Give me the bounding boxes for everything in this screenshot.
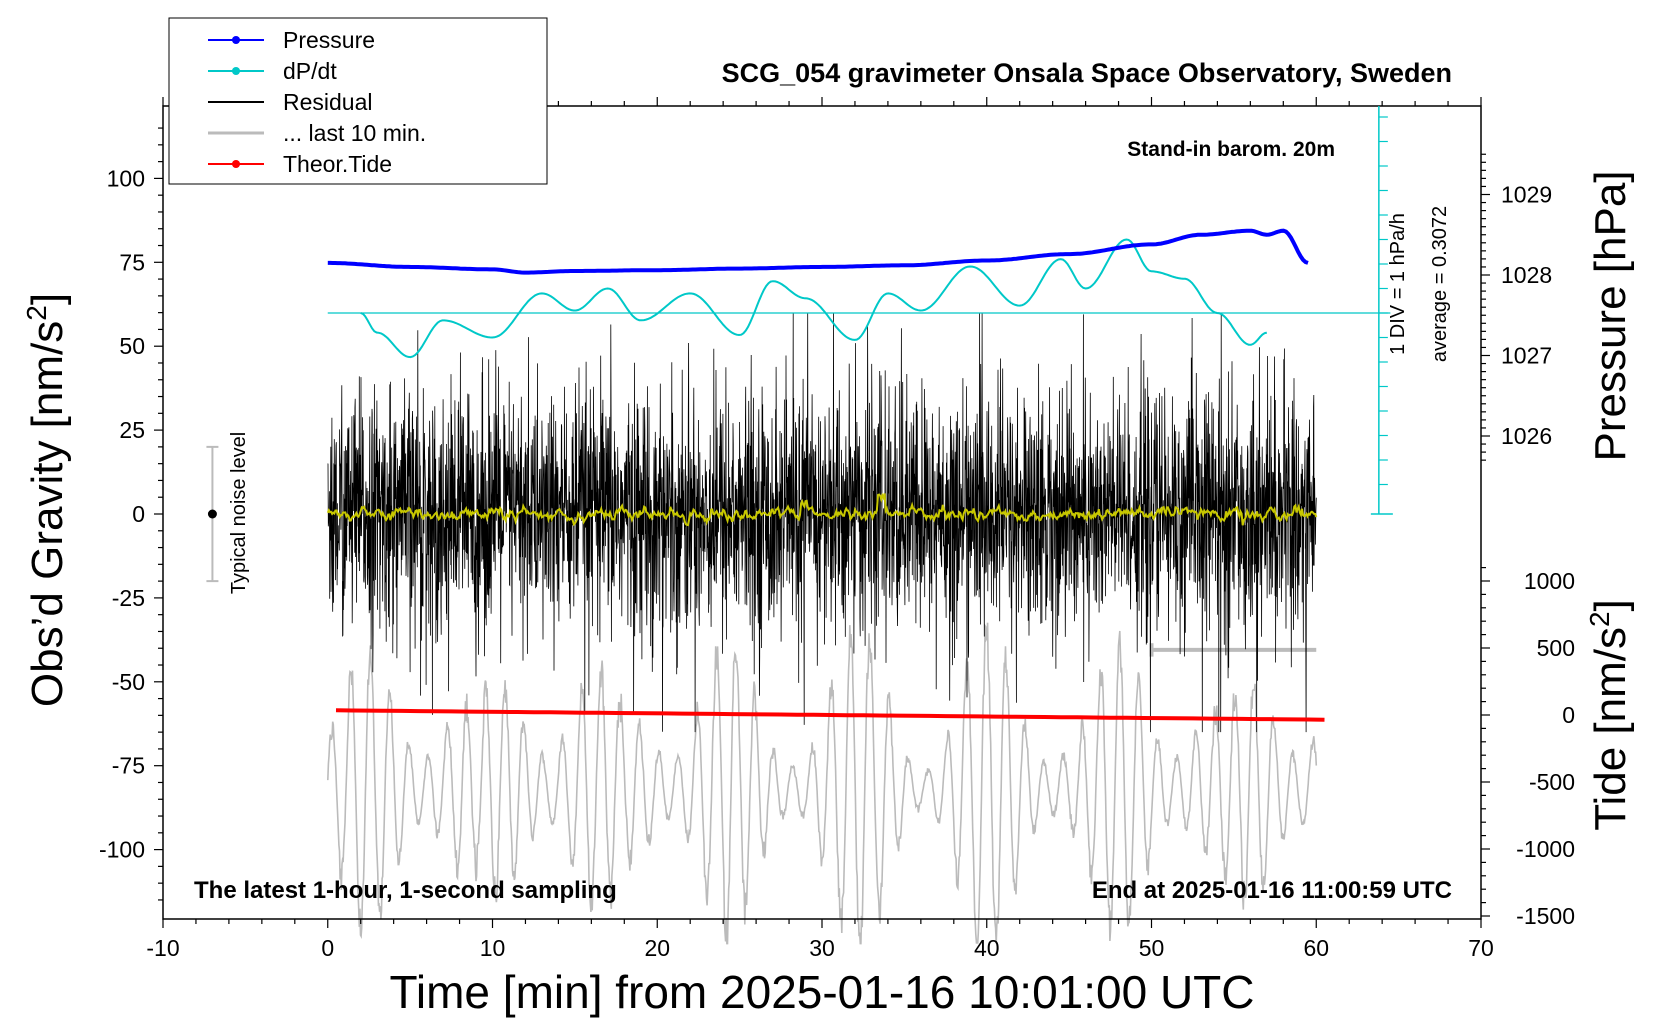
legend-label: Residual: [283, 89, 373, 115]
gravity-tick-label: -100: [99, 837, 145, 863]
pressure-tick-label: 1029: [1501, 182, 1552, 208]
smoothed-residual-line: [326, 492, 1318, 527]
pressure-axis-label: Pressure [hPa]: [1586, 170, 1635, 461]
pressure-line: [327, 228, 1309, 275]
legend-label: Theor.Tide: [283, 151, 392, 177]
gravity-tick-label: -50: [112, 669, 145, 695]
legend-label: Pressure: [283, 27, 375, 53]
pressure-tick-label: 1027: [1501, 343, 1552, 369]
gravity-axis-label: Obs’d Gravity [nm/s2]: [21, 293, 72, 707]
gravity-tick-label: 100: [107, 165, 145, 191]
subtitle-left: The latest 1-hour, 1-second sampling: [194, 877, 617, 904]
baro-note: Stand-in barom. 20m: [1127, 138, 1335, 161]
dpdt-line: [360, 238, 1268, 359]
tide-axis-label: Tide [nm/s2]: [1584, 599, 1635, 831]
dpdt-series: [327, 238, 1391, 359]
tide-tick-label: -500: [1529, 769, 1575, 795]
dpdt-scale-bar: [1370, 106, 1393, 515]
tide-tick-label: 500: [1537, 635, 1575, 661]
legend-marker: [232, 67, 240, 75]
gravity-tick-label: 0: [132, 501, 145, 527]
chart-title: SCG_054 gravimeter Onsala Space Observat…: [722, 58, 1452, 88]
gravity-label-sup: 2: [21, 305, 52, 321]
subtitle-right: End at 2025-01-16 11:00:59 UTC: [1092, 877, 1452, 904]
noise-level-bar: [206, 445, 219, 583]
legend-label: dP/dt: [283, 58, 337, 84]
last-10-min-line: [327, 622, 1318, 945]
legend: Pressure dP/dt Residual ... last 10 min. The…: [168, 17, 548, 185]
pressure-tick-label: 1028: [1501, 262, 1552, 288]
x-tick-label: 60: [1303, 935, 1329, 961]
gravity-label-main: Obs’d Gravity [nm/s: [23, 321, 72, 707]
residual-series: [327, 312, 1317, 733]
x-tick-label: 50: [1139, 935, 1165, 961]
x-tick-label: 10: [480, 935, 506, 961]
dpdt-average-label: average = 0.3072: [1429, 206, 1451, 362]
x-tick-label: 30: [809, 935, 835, 961]
tide-label-main: Tide [nm/s: [1586, 627, 1635, 831]
gravity-tick-label: -25: [112, 585, 145, 611]
x-tick-label: -10: [146, 935, 179, 961]
smoothed-residual-series: [326, 492, 1318, 527]
x-tick-label: 40: [974, 935, 1000, 961]
tide-label-sup: 2: [1584, 611, 1615, 627]
legend-box: [168, 17, 548, 185]
x-tick-label: 70: [1468, 935, 1494, 961]
tide-axis-ticks: -1500 -1000 -500 0 500 1000: [1481, 566, 1575, 929]
gravity-tick-label: 25: [119, 417, 145, 443]
legend-marker: [232, 36, 240, 44]
noise-center-dot: [207, 509, 217, 519]
legend-label: ... last 10 min.: [283, 120, 426, 146]
tide-tick-label: -1500: [1516, 903, 1575, 929]
gravity-tick-label: 50: [119, 333, 145, 359]
gravity-tick-label: 75: [119, 249, 145, 275]
tide-tick-label: 0: [1562, 702, 1575, 728]
tide-tick-label: -1000: [1516, 836, 1575, 862]
residual-line: [327, 312, 1317, 733]
pressure-tick-label: 1026: [1501, 423, 1552, 449]
tide-label-end: ]: [1586, 599, 1635, 611]
gravity-axis-ticks: -100 -75 -50 -25 0 25 50 75 100: [99, 127, 163, 901]
pressure-series: [327, 228, 1309, 275]
x-tick-label: 20: [644, 935, 670, 961]
pressure-axis-ticks: 1026 1027 1028 1029: [1481, 153, 1552, 461]
gravity-tick-label: -75: [112, 753, 145, 779]
gravity-label-end: ]: [23, 293, 72, 305]
last-10-min-series: [327, 622, 1318, 945]
dpdt-scale-label: 1 DIV = 1 hPa/h: [1387, 213, 1409, 355]
noise-level-label: Typical noise level: [228, 432, 250, 594]
legend-marker: [232, 160, 240, 168]
tide-line: [335, 708, 1325, 722]
tide-tick-label: 1000: [1524, 568, 1575, 594]
theoretical-tide-series: [335, 708, 1325, 722]
x-tick-label: 0: [321, 935, 334, 961]
x-axis-label: Time [min] from 2025-01-16 10:01:00 UTC: [390, 966, 1255, 1018]
